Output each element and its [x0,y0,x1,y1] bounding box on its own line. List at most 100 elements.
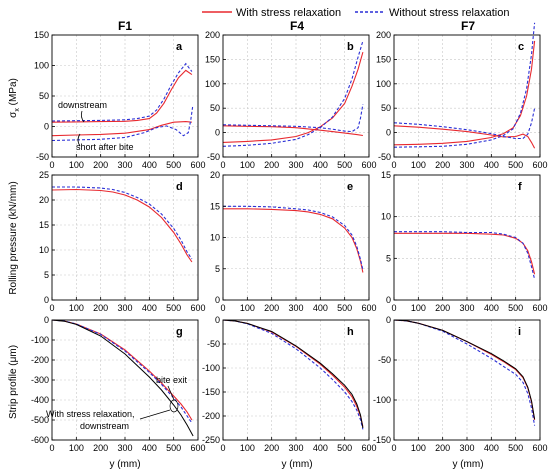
ytick-label: -50 [378,152,391,162]
ytick-label: 20 [210,170,220,180]
ytick-label: -300 [31,375,49,385]
xtick-label: 600 [361,160,376,170]
annotation-arrow-bite [77,133,81,147]
series-line-without-2 [51,319,193,424]
annotation-circle [169,399,179,413]
ytick-label: 150 [34,30,49,40]
xtick-label: 100 [69,443,84,453]
xtick-label: 200 [264,303,279,313]
ytick-label: -50 [378,355,391,365]
ytick-label: -250 [202,435,220,445]
annotation-bite-exit: bite exit [156,375,188,385]
series-line-with-1 [222,51,364,143]
series-line-without-2 [52,186,193,260]
series-line-with-1 [222,319,364,427]
ytick-label: 0 [44,122,49,132]
legend-label-with: With stress relaxation [236,7,341,19]
xtick-label: 400 [142,160,157,170]
xtick-label: 200 [93,443,108,453]
xtick-label: 100 [69,303,84,313]
ytick-label: 0 [386,315,391,325]
ytick-label: 200 [376,30,391,40]
series-line-with-3 [51,121,192,137]
ytick-label: 5 [386,253,391,263]
column-title-f1: F1 [118,19,132,33]
xtick-label: 500 [166,443,181,453]
xtick-label: 600 [361,303,376,313]
series-line-with-1 [393,40,536,146]
series-line-without-2 [393,319,536,426]
series-line-black-3 [51,319,194,437]
annotation-downstream: downstream [58,100,107,110]
ytick-label: 5 [215,264,220,274]
series-line-black-3 [393,319,536,420]
annotation-with-relax-1: With stress relaxation, [46,409,135,419]
xtick-label: 200 [93,303,108,313]
annotation-short-after-bite: short after bite [76,142,134,152]
series-line-without-4 [51,106,194,142]
xtick-label: 500 [508,303,523,313]
ytick-label: 0 [386,295,391,305]
xtick-label: 500 [166,303,181,313]
series-line-without-2 [393,22,536,148]
series-line-without-2 [394,231,536,280]
xtick-label: 100 [411,443,426,453]
xtick-label: 600 [532,443,547,453]
ytick-label: 25 [39,170,49,180]
xtick-label: 0 [49,443,54,453]
series-line-with-1 [51,188,193,263]
xtick-label: 500 [337,160,352,170]
annotation-arrow-bite-exit [167,385,175,401]
panel-g: -600 -500 -400 -300 -200 -100 0 0 100 200 300 400 50… [31,315,206,453]
xtick-label: 0 [391,443,396,453]
xtick-label: 0 [220,443,225,453]
xtick-label: 300 [459,443,474,453]
xtick-label: 400 [313,303,328,313]
xtick-label: 500 [166,160,181,170]
xtick-label: 300 [117,160,132,170]
xtick-label: 500 [337,443,352,453]
ytick-label: 0 [44,295,49,305]
ytick-label: 15 [39,220,49,230]
ytick-label: 50 [210,103,220,113]
plot-frame [393,174,541,301]
xtick-label: 300 [288,443,303,453]
xtick-label: 300 [117,303,132,313]
ytick-label: 10 [39,245,49,255]
ytick-label: 100 [205,79,220,89]
xtick-label: 500 [508,160,523,170]
panel-h: -250 -200 -150 -100 -50 0 0 100 200 300 400 500 600 h [202,315,377,453]
panel-letter-d: d [176,181,183,193]
row-ylabel-stress: σx (MPa) [8,78,21,118]
panel-letter-a: a [176,41,183,53]
xtick-label: 500 [337,303,352,313]
ytick-label: -100 [31,335,49,345]
ytick-label: -50 [207,152,220,162]
ytick-label: -400 [31,395,49,405]
xlabel-col1: y (mm) [109,459,140,470]
annotation-arrow-with-relax [139,409,171,420]
xtick-label: 200 [264,443,279,453]
panel-d: 0 5 10 15 20 25 0 100 200 300 400 500 600 d [39,170,206,313]
xtick-label: 300 [288,160,303,170]
column-title-f7: F7 [461,19,475,33]
xtick-label: 100 [240,443,255,453]
xlabel-col3: y (mm) [452,459,483,470]
xtick-label: 200 [435,443,450,453]
xtick-label: 600 [532,160,547,170]
xtick-label: 0 [391,303,396,313]
ytick-label: 0 [215,128,220,138]
plot-frame [51,174,199,301]
ytick-label: 50 [39,91,49,101]
xtick-label: 200 [93,160,108,170]
ytick-label: -200 [31,355,49,365]
ytick-label: 150 [376,54,391,64]
xtick-label: 200 [264,160,279,170]
xtick-label: 300 [288,303,303,313]
panel-letter-h: h [347,326,354,338]
xlabel-col2: y (mm) [281,459,312,470]
legend: With stress relaxation Without stress re… [202,7,509,19]
panel-f: 0 5 10 15 0 100 200 300 400 500 600 f [381,170,548,313]
ytick-label: 50 [381,103,391,113]
